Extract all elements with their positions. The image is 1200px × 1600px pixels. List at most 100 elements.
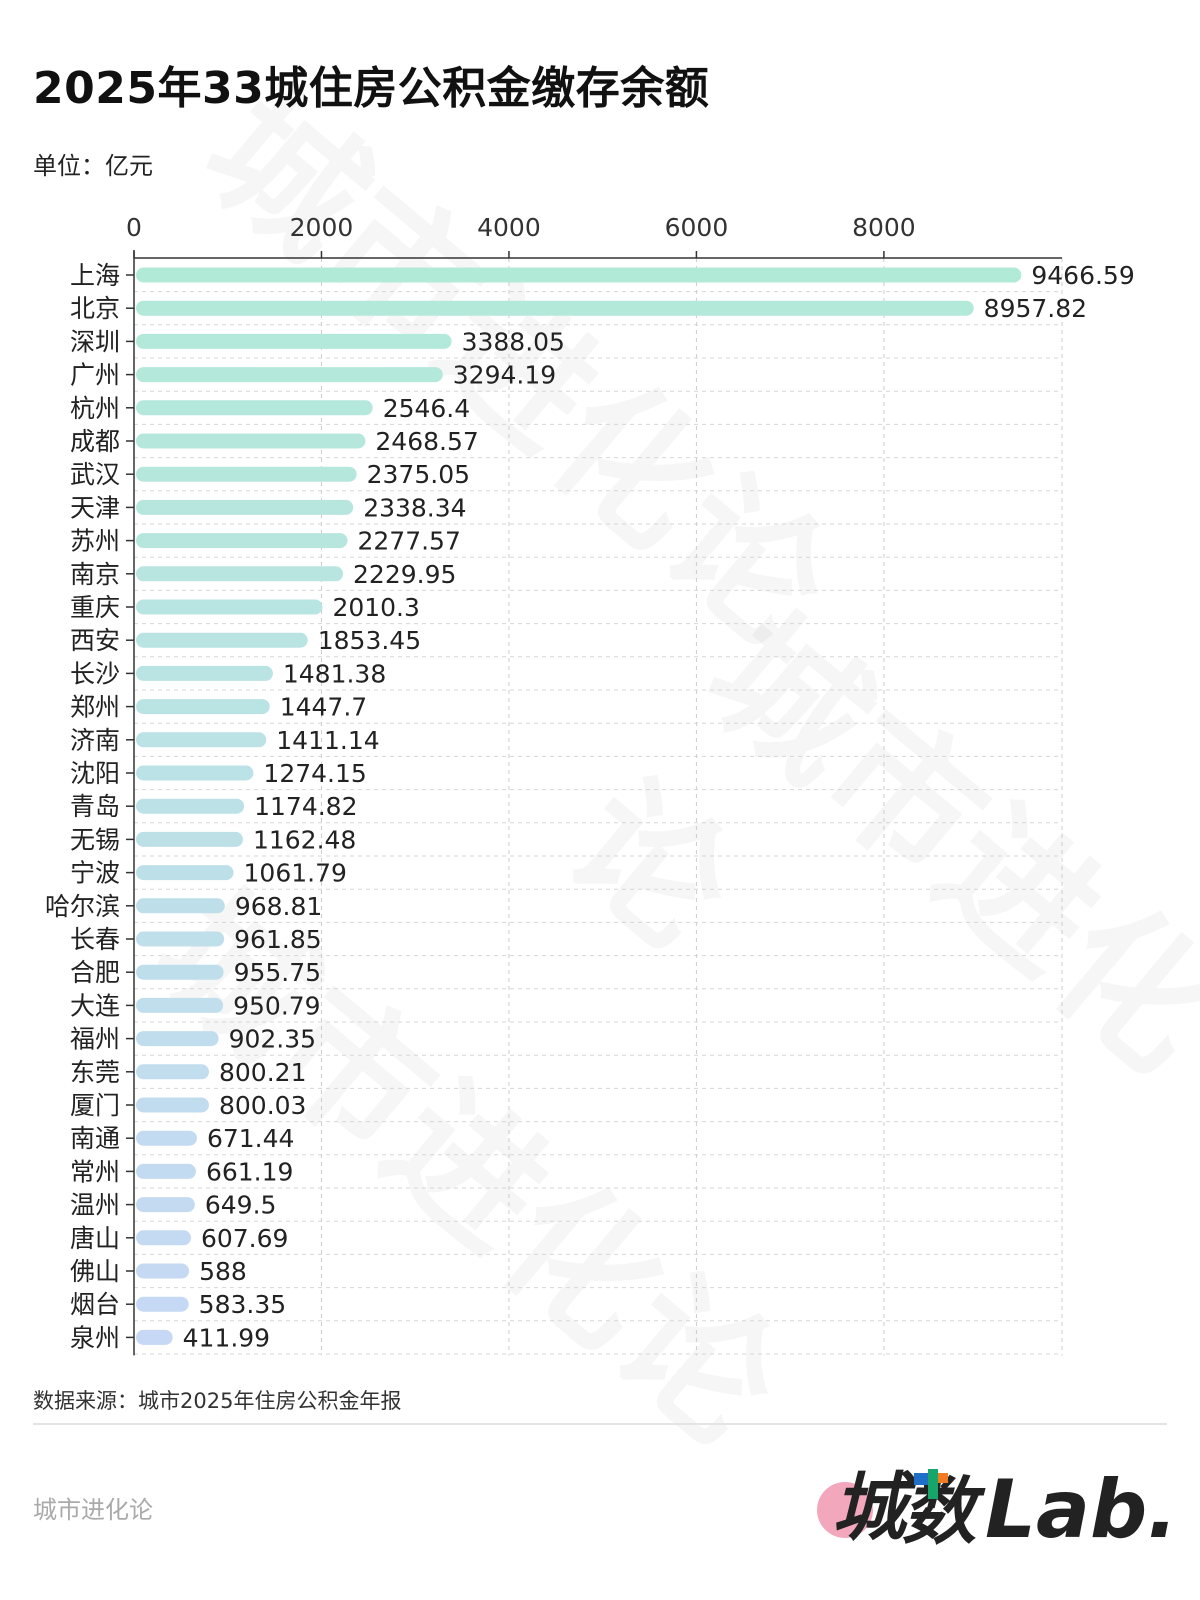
data-label: 800.03 (219, 1091, 306, 1120)
data-label: 1447.7 (280, 693, 367, 722)
data-label: 1061.79 (244, 859, 347, 888)
data-label: 2338.34 (363, 493, 466, 522)
category-label: 成都 (70, 427, 120, 456)
svg-text:Lab.: Lab. (985, 1463, 1170, 1550)
bar (136, 1064, 210, 1080)
bar (136, 1197, 195, 1213)
bar (136, 964, 224, 980)
bar (136, 798, 245, 814)
data-label: 583.35 (199, 1290, 286, 1319)
bar (136, 499, 354, 515)
data-label: 411.99 (183, 1323, 270, 1352)
data-label: 2229.95 (353, 560, 456, 589)
data-label: 2546.4 (383, 394, 470, 423)
category-label: 南京 (70, 560, 120, 589)
category-label: 上海 (70, 261, 120, 290)
bar (136, 400, 373, 416)
bar (136, 665, 273, 681)
category-label: 广州 (70, 361, 120, 390)
x-tick-label: 8000 (852, 213, 916, 242)
bar (136, 267, 1022, 283)
bar (136, 1097, 209, 1113)
bar (136, 732, 267, 748)
bar (136, 931, 225, 947)
data-label: 3294.19 (453, 361, 556, 390)
x-tick-label: 0 (126, 213, 142, 242)
category-label: 重庆 (70, 593, 120, 622)
data-label: 9466.59 (1031, 261, 1134, 290)
unit-label: 单位：亿元 (33, 152, 153, 180)
bar (136, 300, 974, 316)
category-label: 天津 (70, 493, 120, 522)
bar-chart: 0 2000 4000 6000 8000 上海 9466.59 北京 8957.82 深圳 338… (45, 213, 1135, 1356)
category-label: 北京 (70, 294, 120, 323)
data-label: 968.81 (235, 892, 322, 921)
data-label: 1162.48 (253, 825, 356, 854)
bar (136, 533, 348, 549)
bar (136, 367, 443, 383)
data-label: 2010.3 (332, 593, 419, 622)
category-label: 深圳 (70, 327, 120, 356)
category-label: 无锡 (70, 825, 120, 854)
data-label: 661.19 (206, 1157, 293, 1186)
brand-name: 城市进化论 (33, 1496, 153, 1524)
category-label: 苏州 (70, 527, 120, 556)
category-label: 哈尔滨 (45, 892, 120, 921)
bar (136, 898, 225, 914)
data-label: 1853.45 (318, 626, 421, 655)
category-label: 郑州 (70, 693, 120, 722)
bar (136, 765, 254, 781)
data-label: 961.85 (234, 925, 321, 954)
bar (136, 566, 344, 582)
x-tick-label: 2000 (290, 213, 354, 242)
x-tick-label: 4000 (477, 213, 541, 242)
category-label: 长沙 (70, 659, 120, 688)
bar (136, 333, 452, 349)
data-label: 588 (199, 1257, 247, 1286)
category-label: 西安 (70, 626, 120, 655)
bar (136, 1296, 189, 1312)
category-label: 武汉 (70, 460, 120, 489)
data-label: 649.5 (205, 1191, 277, 1220)
category-label: 青岛 (70, 792, 120, 821)
bar (136, 865, 234, 881)
bar (136, 699, 270, 715)
data-label: 800.21 (219, 1058, 306, 1087)
bar (136, 997, 224, 1013)
data-label: 3388.05 (462, 327, 565, 356)
x-tick-label: 6000 (665, 213, 729, 242)
bar (136, 1329, 173, 1345)
category-label: 唐山 (70, 1224, 120, 1253)
category-label: 常州 (70, 1157, 120, 1186)
data-label: 2468.57 (375, 427, 478, 456)
category-label: 宁波 (70, 859, 120, 888)
bar (136, 1163, 196, 1179)
category-label: 佛山 (70, 1257, 120, 1286)
category-label: 泉州 (70, 1323, 120, 1352)
category-label: 东莞 (70, 1058, 120, 1087)
category-label: 济南 (70, 726, 120, 755)
category-label: 沈阳 (70, 759, 120, 788)
data-source: 数据来源：城市2025年住房公积金年报 (33, 1389, 402, 1413)
data-label: 607.69 (201, 1224, 288, 1253)
category-label: 南通 (70, 1124, 120, 1153)
category-label: 温州 (70, 1191, 120, 1220)
data-label: 2375.05 (367, 460, 470, 489)
data-label: 955.75 (234, 958, 321, 987)
svg-text:城: 城 (832, 1465, 917, 1550)
data-label: 8957.82 (984, 294, 1087, 323)
category-label: 福州 (70, 1025, 120, 1054)
chengshu-lab-logo: 城 数 Lab. (817, 1463, 1170, 1550)
data-label: 1174.82 (254, 792, 357, 821)
data-label: 902.35 (229, 1025, 316, 1054)
category-label: 烟台 (70, 1290, 120, 1319)
data-label: 1274.15 (263, 759, 366, 788)
bar (136, 1031, 219, 1047)
bar (136, 599, 323, 615)
bar (136, 1130, 197, 1146)
bar (136, 466, 357, 482)
category-label: 合肥 (70, 958, 120, 987)
category-label: 大连 (70, 991, 120, 1020)
data-label: 950.79 (233, 991, 320, 1020)
bar (136, 831, 243, 847)
